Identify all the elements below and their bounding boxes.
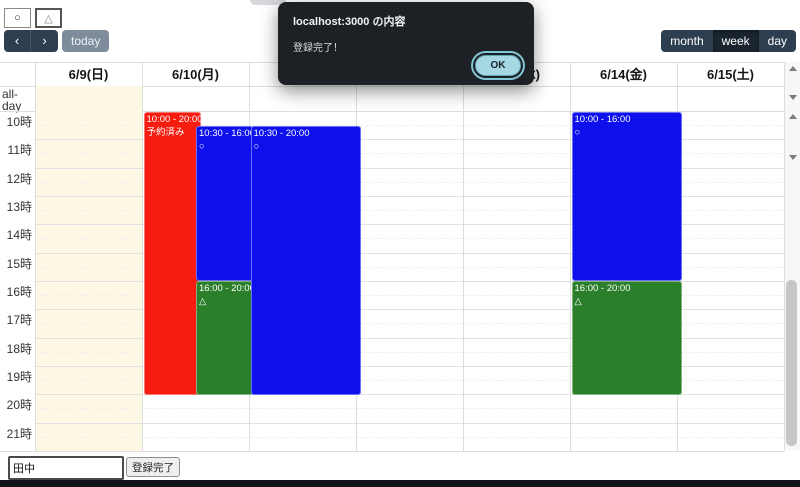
triangle-icon: △ [44,13,53,25]
alert-dialog: localhost:3000 の内容 登録完了！ OK [278,2,534,85]
header-divider [0,86,784,87]
hour-line [35,139,784,141]
week-view-button[interactable]: week [712,30,759,52]
hour-label: 21時 [6,426,32,441]
calendar-event[interactable]: 16:00 - 20:00 △ [196,281,253,395]
day-header: 6/14(金) [600,67,647,82]
column-border [570,63,571,451]
half-hour-line [35,323,784,325]
calendar-event[interactable]: 10:30 - 16:00 ○ [196,125,253,282]
hour-line [35,224,784,226]
circle-icon: ○ [14,12,21,24]
event-title: △ [574,296,582,308]
next-button[interactable]: › [31,30,58,52]
hour-label: 10時 [6,115,32,129]
calendar-week-grid: all-day 6/9(日)6/10(月)6/11(火)6/12(水)6/13(… [0,62,785,452]
day-header: 6/15(土) [707,67,754,82]
today-button[interactable]: today [62,30,110,52]
triangle-symbol-button[interactable]: △ [35,8,62,28]
ok-button[interactable]: OK [475,55,521,76]
event-time: 10:00 - 20:00 [146,113,202,125]
calendar-event[interactable]: 10:30 - 20:00 ○ [250,125,361,395]
calendar-event[interactable]: 10:00 - 20:00 予約済み [143,111,202,395]
half-hour-line [35,295,784,297]
calendar-event[interactable]: 10:00 - 16:00 ○ [571,111,682,282]
alert-message: 登録完了！ [293,43,343,54]
hour-line [35,309,784,311]
half-hour-line [35,408,784,410]
event-time: 10:30 - 20:00 [253,127,310,139]
half-hour-line [35,210,784,212]
day-view-button[interactable]: day [758,30,796,52]
half-hour-line [35,238,784,240]
hour-line [35,394,784,396]
hour-label: 15時 [6,256,32,271]
browser-chrome-remnant [250,0,286,5]
column-border [142,63,143,451]
hour-label: 16時 [6,284,32,299]
grid-bottom-border [0,451,784,452]
prev-button[interactable]: ‹ [4,30,31,52]
scroll-down-icon[interactable] [789,95,797,100]
column-border [35,63,36,451]
hour-label: 19時 [6,369,32,384]
half-hour-line [35,436,784,438]
chevron-right-icon: › [42,33,47,48]
event-title: 予約済み [146,126,185,138]
event-title: △ [199,296,207,308]
scroll-up-icon[interactable] [789,66,797,71]
hour-line [35,422,784,424]
hour-line [35,252,784,254]
event-title: ○ [253,140,260,152]
hour-label: 17時 [6,313,32,328]
calendar-event[interactable]: 16:00 - 20:00 △ [571,281,682,395]
hour-label: 13時 [6,199,32,214]
chevron-left-icon: ‹ [14,33,20,48]
event-title: ○ [574,126,581,138]
half-hour-line [35,181,784,183]
prev-next-button-group: ‹ › [4,30,58,52]
all-day-label: all-day [2,87,22,113]
hour-label: 18時 [6,341,32,356]
column-border [463,63,464,451]
hour-line [35,195,784,197]
view-switcher: month week day [661,30,796,52]
name-input[interactable] [8,456,124,480]
scrollbar-thumb[interactable] [786,280,797,446]
hour-label: 20時 [6,398,32,413]
hour-line [35,167,784,169]
window-bottom-edge [0,480,800,487]
event-time: 10:30 - 16:00 [199,127,253,139]
register-complete-button[interactable]: 登録完了 [126,457,180,477]
hour-label: 14時 [6,228,32,243]
hour-label: 12時 [6,171,32,186]
alert-source-text: localhost:3000 の内容 [293,16,406,28]
event-time: 16:00 - 20:00 [199,283,253,295]
scroll-down-icon[interactable] [789,155,797,160]
half-hour-line [35,125,784,127]
hour-line [35,337,784,339]
half-hour-line [35,266,784,268]
half-hour-line [35,380,784,382]
hour-line [35,365,784,367]
event-title: ○ [199,140,205,152]
event-time: 10:00 - 16:00 [574,113,631,125]
day-header: 6/10(月) [172,67,219,82]
all-day-divider [0,111,784,112]
event-time: 16:00 - 20:00 [574,283,631,295]
month-view-button[interactable]: month [661,30,713,52]
hour-line [35,280,784,282]
half-hour-line [35,351,784,353]
half-hour-line [35,153,784,155]
hour-label: 11時 [7,143,32,158]
scroll-up-icon[interactable] [789,114,797,119]
circle-symbol-button[interactable]: ○ [4,8,31,28]
day-header: 6/9(日) [68,67,109,82]
today-column-highlight [36,86,142,451]
